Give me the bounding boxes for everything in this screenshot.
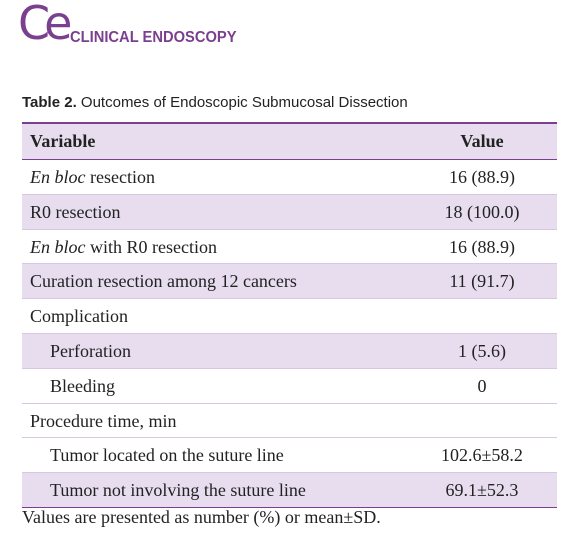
table-row: Procedure time, min	[22, 404, 557, 439]
table-row: En bloc resection 16 (88.9)	[22, 160, 557, 195]
variable-emphasis: En bloc	[30, 167, 86, 187]
journal-logo: Ce	[18, 0, 72, 50]
value-cell: 69.1±52.3	[445, 480, 519, 501]
value-cell: 102.6±58.2	[441, 445, 523, 466]
value-cell: 16 (88.9)	[449, 236, 515, 257]
footnote: Values are presented as number (%) or me…	[22, 507, 381, 527]
journal-name: CLINICAL ENDOSCOPY	[70, 29, 237, 46]
table-row: Curation resection among 12 cancers 11 (9…	[22, 264, 557, 300]
variable-cell: En bloc resection	[30, 160, 155, 194]
variable-cell: Tumor not involving the suture line	[50, 473, 306, 507]
header-cell: Value	[460, 131, 504, 151]
variable-text: Procedure time, min	[30, 410, 177, 431]
variable-cell: Complication	[30, 299, 128, 333]
table-row: R0 resection 18 (100.0)	[22, 194, 557, 230]
value-cell: 1 (5.6)	[458, 340, 506, 361]
table-row: Tumor located on the suture line 102.6±58…	[22, 438, 557, 474]
table-row: Tumor not involving the suture line 69.1±…	[22, 473, 557, 507]
variable-text: Tumor located on the suture line	[50, 445, 284, 466]
variable-text: with R0 resection	[90, 236, 217, 257]
table-header: Variable Value	[22, 124, 557, 160]
variable-cell: Curation resection among 12 cancers	[30, 264, 297, 298]
table-row: Perforation 1 (5.6)	[22, 333, 557, 369]
header-cell: Variable	[30, 131, 96, 151]
value-cell: 16 (88.9)	[449, 167, 515, 187]
variable-cell: Bleeding	[50, 369, 115, 403]
variable-emphasis: En bloc	[30, 236, 86, 257]
variable-cell: R0 resection	[30, 195, 120, 229]
variable-cell: En bloc with R0 resection	[30, 230, 217, 264]
variable-cell: Procedure time, min	[30, 404, 176, 438]
variable-text: R0 resection	[30, 201, 121, 222]
variable-text: resection	[90, 167, 155, 187]
caption-text: Outcomes of Endoscopic Submucosal Dissec…	[80, 94, 408, 111]
variable-text: Bleeding	[50, 375, 115, 396]
caption-label: Table 2.	[22, 94, 77, 111]
variable-text: Complication	[30, 306, 128, 327]
variable-text: Perforation	[50, 340, 131, 361]
value-cell: 11 (91.7)	[449, 271, 515, 292]
value-cell: 18 (100.0)	[444, 201, 520, 222]
table-row: Bleeding 0	[22, 369, 557, 404]
table-caption: Table 2. Outcomes of Endoscopic Submucos…	[22, 94, 408, 111]
value-cell: 0	[477, 375, 487, 396]
table-row: Complication	[22, 299, 557, 334]
variable-cell: Perforation	[50, 334, 131, 368]
variable-text: Curation resection among 12 cancers	[30, 271, 297, 292]
table-row: En bloc with R0 resection 16 (88.9)	[22, 230, 557, 265]
variable-cell: Tumor located on the suture line	[50, 438, 284, 472]
variable-text: Tumor not involving the suture line	[50, 480, 306, 501]
table: Variable Value En bloc resection 16 (88.9…	[22, 122, 557, 508]
